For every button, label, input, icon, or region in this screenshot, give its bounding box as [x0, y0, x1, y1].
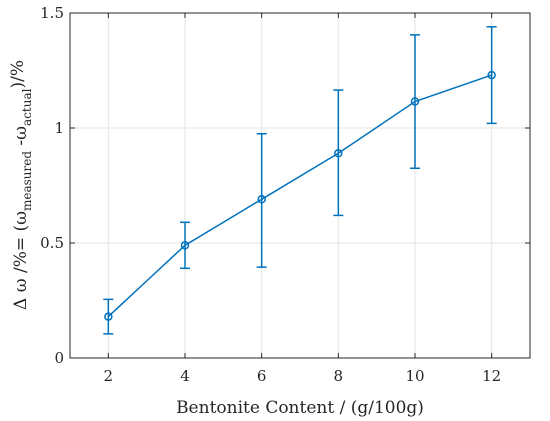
y-tick-label: 0.5 — [40, 234, 64, 252]
plot-frame — [69, 12, 531, 359]
data-point — [334, 149, 343, 158]
x-tick-label: 4 — [180, 367, 190, 385]
series-layer — [103, 26, 497, 335]
data-point — [410, 97, 420, 106]
y-title-sub-measured: measured — [20, 151, 34, 211]
x-tick-label: 6 — [257, 367, 267, 385]
data-point — [257, 195, 266, 204]
data-point — [180, 241, 190, 250]
data-point — [487, 70, 496, 80]
x-tick-label: 8 — [334, 367, 344, 385]
y-title-suffix: )/% — [8, 60, 28, 89]
axis-ticks: 2 4 6 8 10 12 0 0.5 1 1.5 — [40, 4, 530, 385]
x-tick-label: 12 — [482, 367, 501, 385]
plot-background — [70, 13, 530, 358]
y-title-mid: -ω — [11, 126, 31, 151]
y-tick-label: 1.5 — [40, 4, 64, 22]
x-tick-label: 10 — [405, 367, 424, 385]
series-line — [107, 74, 492, 318]
y-tick-label: 0 — [54, 349, 64, 367]
data-point — [104, 312, 113, 321]
x-axis-title: Bentonite Content / (g/100g) — [176, 398, 424, 418]
y-tick-label: 1 — [54, 119, 64, 137]
y-title-prefix: Δ ω /%= (ω — [11, 211, 31, 310]
y-axis-title: Δ ω /%= (ωmeasured -ωactual)/% — [8, 60, 34, 310]
y-title-sub-actual: actual — [20, 88, 34, 126]
x-tick-label: 2 — [104, 367, 114, 385]
